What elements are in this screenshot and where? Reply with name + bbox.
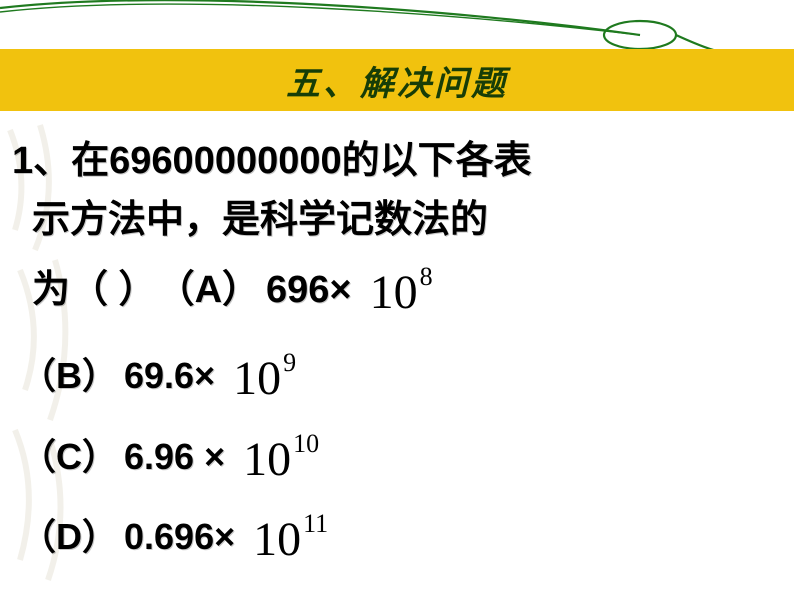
option-d: （D） 0.696× 1011 xyxy=(20,503,782,565)
stem-prefix: 、在 xyxy=(33,140,109,182)
option-c: （C） 6.96 × 1010 xyxy=(20,423,782,485)
option-b-coef: 69.6× xyxy=(124,353,215,400)
option-b-exp: 9 xyxy=(283,348,296,377)
option-a-label: （A） xyxy=(157,261,260,320)
option-c-coef: 6.96 × xyxy=(124,434,225,481)
option-b-power: 109 xyxy=(233,348,294,410)
stem-mid-3: 为（ ） xyxy=(32,261,157,320)
option-a-base: 10 xyxy=(370,266,418,319)
slide-title: 五、解决问题 xyxy=(286,56,508,105)
option-c-power: 1010 xyxy=(243,429,317,491)
option-a-coef: 696× xyxy=(266,261,352,320)
option-d-exp: 11 xyxy=(303,509,328,538)
question-stem: 1、在69600000000的以下各表 示方法中，是科学记数法的 为（ ） （A… xyxy=(12,132,782,324)
question-number: 1 xyxy=(12,140,33,182)
option-b: （B） 69.6× 109 xyxy=(20,342,782,404)
option-d-coef: 0.696× xyxy=(124,514,235,561)
big-number: 69600000000 xyxy=(109,140,341,182)
option-c-base: 10 xyxy=(243,433,291,486)
title-bar: 五、解决问题 xyxy=(0,49,794,111)
option-b-base: 10 xyxy=(233,352,281,405)
content-area: 1、在69600000000的以下各表 示方法中，是科学记数法的 为（ ） （A… xyxy=(12,132,782,565)
option-d-power: 1011 xyxy=(253,509,326,571)
option-d-base: 10 xyxy=(253,513,301,566)
slide: 五、解决问题 1、在69600000000的以下各表 示方法中，是科学记数法的 … xyxy=(0,0,794,596)
stem-mid-1: 的以下各表 xyxy=(342,140,532,182)
option-d-label: （D） xyxy=(20,514,118,561)
option-c-label: （C） xyxy=(20,434,118,481)
stem-mid-2: 示方法中，是科学记数法的 xyxy=(32,199,488,241)
option-b-label: （B） xyxy=(20,353,118,400)
option-a-exp: 8 xyxy=(420,262,433,291)
option-a-power: 108 xyxy=(370,256,431,330)
option-c-exp: 10 xyxy=(293,429,319,458)
